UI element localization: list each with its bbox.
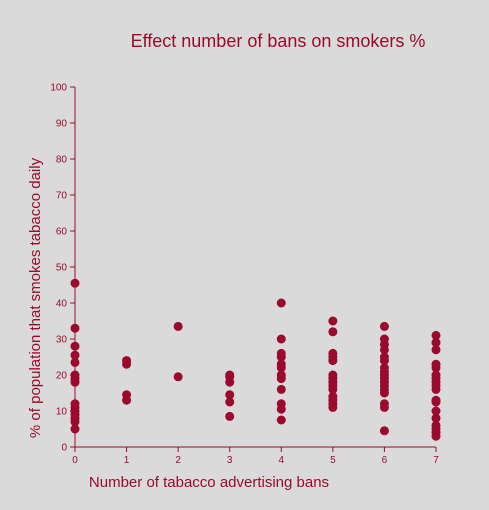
data-point	[328, 316, 338, 326]
data-point	[276, 374, 286, 384]
data-point	[431, 397, 441, 407]
y-tick-label: 70	[56, 191, 68, 202]
data-point	[276, 363, 286, 373]
data-point	[70, 323, 80, 333]
data-point	[431, 431, 441, 441]
data-point	[431, 330, 441, 340]
data-point	[276, 384, 286, 394]
data-point	[431, 345, 441, 355]
data-point	[379, 345, 389, 355]
data-point	[70, 278, 80, 288]
y-axis-label: % of population that smokes tabacco dail…	[27, 157, 44, 438]
y-tick-label: 90	[56, 119, 68, 130]
data-point	[379, 426, 389, 436]
data-points	[70, 278, 441, 441]
x-tick-label: 1	[124, 455, 130, 466]
data-point	[431, 406, 441, 416]
y-tick-label: 10	[56, 407, 68, 418]
data-point	[379, 402, 389, 412]
data-point	[173, 372, 183, 382]
y-tick-label: 50	[56, 263, 68, 274]
data-point	[379, 356, 389, 366]
data-point	[276, 415, 286, 425]
data-point	[225, 411, 235, 421]
y-axis-ticks: 0 10 20 30 40 50 60 70 80 90 100	[50, 83, 75, 454]
data-point	[173, 321, 183, 331]
y-tick-label: 100	[50, 83, 67, 94]
data-point	[225, 377, 235, 387]
x-tick-label: 0	[72, 455, 78, 466]
data-point	[122, 359, 132, 369]
data-point	[276, 298, 286, 308]
y-tick-label: 80	[56, 155, 68, 166]
x-tick-label: 7	[433, 455, 439, 466]
data-point	[70, 377, 80, 387]
data-point	[70, 417, 80, 427]
y-tick-label: 60	[56, 227, 68, 238]
y-tick-label: 0	[61, 443, 67, 454]
x-tick-label: 6	[382, 455, 388, 466]
x-tick-label: 3	[227, 455, 233, 466]
data-point	[276, 334, 286, 344]
x-tick-label: 5	[330, 455, 336, 466]
data-point	[70, 341, 80, 351]
data-point	[431, 338, 441, 348]
data-point	[225, 390, 235, 400]
data-point	[328, 356, 338, 366]
data-point	[328, 402, 338, 412]
x-axis-label: Number of tabacco advertising bans	[89, 474, 329, 491]
x-tick-label: 4	[279, 455, 285, 466]
chart-title: Effect number of bans on smokers %	[131, 31, 426, 51]
data-point	[379, 388, 389, 398]
data-point	[431, 384, 441, 394]
data-point	[431, 363, 441, 373]
data-point	[328, 384, 338, 394]
data-point	[225, 397, 235, 407]
data-point	[431, 413, 441, 423]
data-point	[276, 352, 286, 362]
data-point	[122, 395, 132, 405]
data-point	[70, 424, 80, 434]
y-tick-label: 20	[56, 371, 68, 382]
data-point	[70, 357, 80, 367]
data-point	[70, 350, 80, 360]
y-tick-label: 30	[56, 335, 68, 346]
data-point	[328, 327, 338, 337]
data-point	[379, 321, 389, 331]
x-axis-ticks: 0 1 2 3 4 5 6 7	[72, 447, 439, 466]
y-tick-label: 40	[56, 299, 68, 310]
data-point	[276, 404, 286, 414]
x-tick-label: 2	[175, 455, 181, 466]
